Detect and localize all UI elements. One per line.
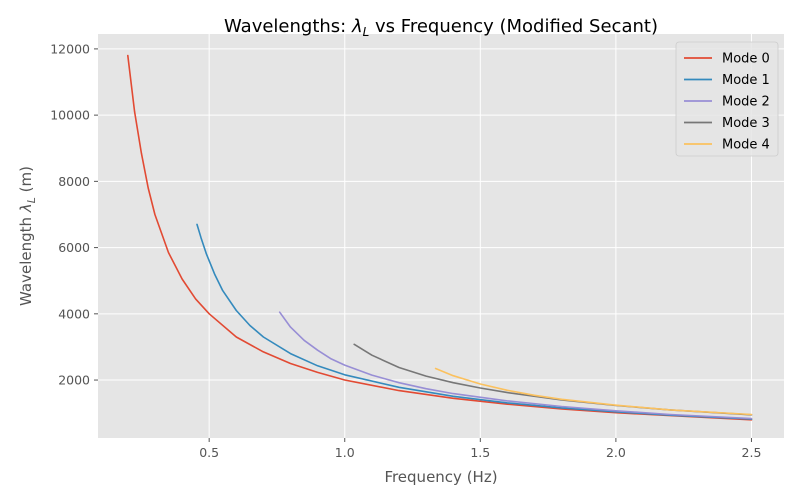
x-tick-label: 1.0 [335,445,355,460]
series-line-mode-1 [196,223,753,420]
y-axis-ticks: 2000 4000 6000 8000 10000 12000 [50,41,98,388]
legend-entry-label: Mode 1 [722,73,770,88]
grid-lines [98,34,784,438]
y-tick-label: 2000 [58,373,90,388]
x-axis-label: Frequency (Hz) [384,468,497,486]
series-lines [127,54,753,421]
legend-entry-label: Mode 4 [722,138,770,153]
x-tick-label: 0.5 [199,445,219,460]
y-tick-label: 10000 [50,108,90,123]
x-tick-label: 1.5 [470,445,490,460]
y-tick-label: 12000 [50,41,90,56]
series-line-mode-2 [278,311,753,420]
legend-entry-label: Mode 3 [722,116,770,131]
y-tick-label: 8000 [58,174,90,189]
x-tick-label: 2.0 [606,445,626,460]
y-tick-label: 6000 [58,240,90,255]
y-tick-label: 4000 [58,306,90,321]
legend: Mode 0 Mode 1 Mode 2 Mode 3 Mode 4 [675,41,779,157]
series-line-mode-0 [127,54,753,421]
legend-entry-label: Mode 2 [722,95,770,110]
legend-entry-label: Mode 0 [722,52,770,67]
y-axis-label: Wavelength λL (m) [17,166,38,306]
chart-title: Wavelengths: λL vs Frequency (Modified S… [224,16,658,39]
x-tick-label: 2.5 [742,445,762,460]
legend-box [675,41,779,157]
series-line-mode-4 [434,367,753,416]
x-axis-ticks: 0.5 1.0 1.5 2.0 2.5 [199,438,761,460]
